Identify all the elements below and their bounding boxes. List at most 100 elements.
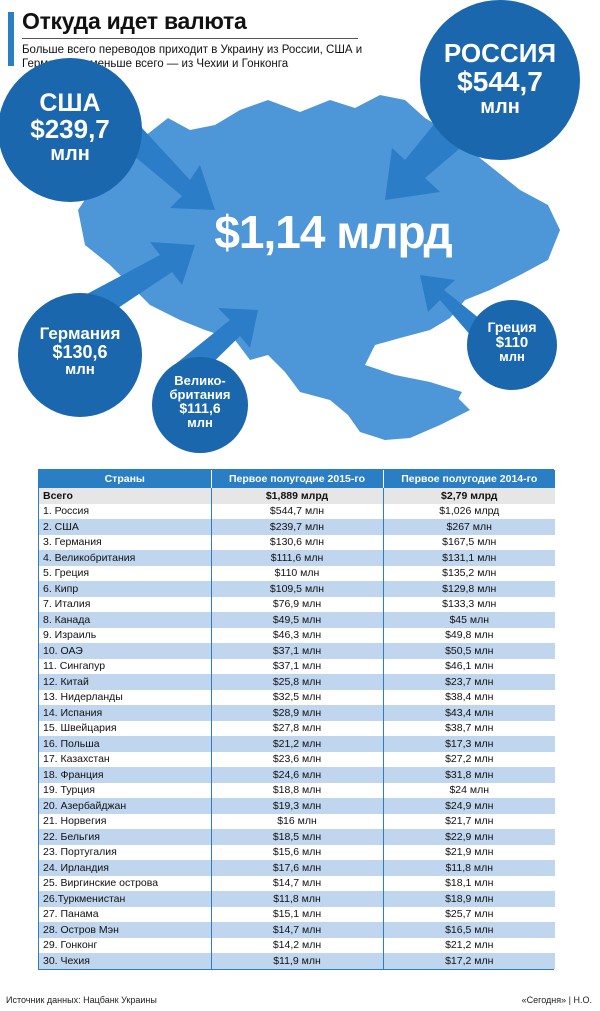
table-row: 19. Турция $18,8 млн $24 млн	[39, 782, 555, 798]
value-2014-cell: $131,1 млн	[383, 550, 555, 566]
value-2015-cell: $14,7 млн	[211, 922, 384, 938]
bubble-usa-amount: $239,7	[30, 114, 110, 145]
page-title: Откуда идет валюта	[22, 8, 247, 34]
value-2014-cell: $21,7 млн	[383, 813, 555, 829]
column-header-2014: Первое полугодие 2014-го	[383, 470, 555, 488]
bubble-uk-label: Велико- британия $111,6 млн	[158, 374, 242, 430]
country-cell: 19. Турция	[39, 782, 212, 798]
bubble-russia-unit: млн	[480, 95, 520, 118]
crimea-shape	[360, 392, 470, 440]
value-2015-cell: $239,7 млн	[211, 519, 384, 535]
country-cell: 14. Испания	[39, 705, 212, 721]
value-2014-cell: $31,8 млн	[383, 767, 555, 783]
country-cell: 20. Азербайджан	[39, 798, 212, 814]
arrow-germany	[85, 242, 195, 320]
value-2015-cell: $16 млн	[211, 813, 384, 829]
country-cell: 30. Чехия	[39, 953, 212, 969]
value-2015-cell: $11,8 млн	[211, 891, 384, 907]
value-2014-cell: $129,8 млн	[383, 581, 555, 597]
country-cell: 12. Китай	[39, 674, 212, 690]
country-cell: 17. Казахстан	[39, 751, 212, 767]
table-row: 10. ОАЭ $37,1 млн $50,5 млн	[39, 643, 555, 659]
value-2015-cell: $130,6 млн	[211, 534, 384, 550]
table-row: 18. Франция $24,6 млн $31,8 млн	[39, 767, 555, 783]
value-2014-cell: $43,4 млн	[383, 705, 555, 721]
value-2014-cell: $38,7 млн	[383, 720, 555, 736]
value-2015-cell: $11,9 млн	[211, 953, 384, 969]
value-2015-cell: $21,2 млн	[211, 736, 384, 752]
value-2014-cell: $135,2 млн	[383, 565, 555, 581]
table-row: 15. Швейцария $27,8 млн $38,7 млн	[39, 720, 555, 736]
table-row: 3. Германия $130,6 млн $167,5 млн	[39, 534, 555, 550]
value-2014-cell: $46,1 млн	[383, 658, 555, 674]
value-2015-cell: $28,9 млн	[211, 705, 384, 721]
table-row: 21. Норвегия $16 млн $21,7 млн	[39, 813, 555, 829]
country-cell: 4. Великобритания	[39, 550, 212, 566]
table-row: 7. Италия $76,9 млн $133,3 млн	[39, 596, 555, 612]
bubble-greece-amount: $110	[495, 333, 529, 351]
value-2014-cell: $25,7 млн	[383, 906, 555, 922]
country-cell: 23. Португалия	[39, 844, 212, 860]
table-row: 14. Испания $28,9 млн $43,4 млн	[39, 705, 555, 721]
table-row: 5. Греция $110 млн $135,2 млн	[39, 565, 555, 581]
total-label: Всего	[39, 488, 212, 504]
value-2014-cell: $23,7 млн	[383, 674, 555, 690]
table-row: 29. Гонконг $14,2 млн $21,2 млн	[39, 937, 555, 953]
country-cell: 26.Туркменистан	[39, 891, 212, 907]
bubble-usa-unit: млн	[50, 142, 90, 165]
value-2015-cell: $544,7 млн	[211, 503, 384, 519]
ukraine-map-graphic	[0, 0, 580, 453]
bubble-germany-unit: млн	[65, 360, 95, 378]
value-2014-cell: $45 млн	[383, 612, 555, 628]
bubble-uk-amount: $111,6	[179, 400, 221, 417]
value-2014-cell: $11,8 млн	[383, 860, 555, 876]
value-2014-cell: $16,5 млн	[383, 922, 555, 938]
credit-note: «Сегодня» | Н.О.	[521, 995, 592, 1005]
bubble-usa-name: США	[39, 89, 101, 117]
table-row: 4. Великобритания $111,6 млн $131,1 млн	[39, 550, 555, 566]
country-cell: 11. Сингапур	[39, 658, 212, 674]
table-row: 30. Чехия $11,9 млн $17,2 млн	[39, 953, 555, 969]
bubble-germany-label: Германия $130,6 млн	[25, 325, 135, 377]
country-cell: 15. Швейцария	[39, 720, 212, 736]
country-cell: 24. Ирландия	[39, 860, 212, 876]
value-2014-cell: $17,3 млн	[383, 736, 555, 752]
value-2015-cell: $25,8 млн	[211, 674, 384, 690]
bubble-russia-label: РОССИЯ $544,7 млн	[425, 39, 575, 118]
table-row: 12. Китай $25,8 млн $23,7 млн	[39, 674, 555, 690]
value-2014-cell: $38,4 млн	[383, 689, 555, 705]
value-2015-cell: $111,6 млн	[211, 550, 384, 566]
table-total-row: Всего $1,889 млрд $2,79 млрд	[39, 488, 555, 504]
value-2015-cell: $49,5 млн	[211, 612, 384, 628]
value-2015-cell: $18,8 млн	[211, 782, 384, 798]
table-row: 16. Польша $21,2 млн $17,3 млн	[39, 736, 555, 752]
value-2015-cell: $17,6 млн	[211, 860, 384, 876]
table-row: 24. Ирландия $17,6 млн $11,8 млн	[39, 860, 555, 876]
table-header-row: Страны Первое полугодие 2015-го Первое п…	[39, 470, 555, 488]
bubble-greece-unit: млн	[499, 349, 525, 365]
bubble-greece-label: Греция $110 млн	[472, 320, 552, 364]
remittances-table: Страны Первое полугодие 2015-го Первое п…	[38, 469, 555, 970]
value-2014-cell: $49,8 млн	[383, 627, 555, 643]
source-note: Источник данных: Нацбанк Украины	[6, 995, 157, 1005]
table-row: 2. США $239,7 млн $267 млн	[39, 519, 555, 535]
country-cell: 1. Россия	[39, 503, 212, 519]
country-cell: 29. Гонконг	[39, 937, 212, 953]
bubble-uk	[152, 357, 248, 453]
value-2015-cell: $24,6 млн	[211, 767, 384, 783]
country-cell: 9. Израиль	[39, 627, 212, 643]
bubble-usa-label: США $239,7 млн	[5, 90, 135, 165]
value-2015-cell: $14,2 млн	[211, 937, 384, 953]
table-row: 20. Азербайджан $19,3 млн $24,9 млн	[39, 798, 555, 814]
value-2014-cell: $167,5 млн	[383, 534, 555, 550]
table-row: 13. Нидерланды $32,5 млн $38,4 млн	[39, 689, 555, 705]
table-row: 8. Канада $49,5 млн $45 млн	[39, 612, 555, 628]
value-2015-cell: $109,5 млн	[211, 581, 384, 597]
value-2015-cell: $23,6 млн	[211, 751, 384, 767]
country-cell: 21. Норвегия	[39, 813, 212, 829]
table-row: 11. Сингапур $37,1 млн $46,1 млн	[39, 658, 555, 674]
country-cell: 13. Нидерланды	[39, 689, 212, 705]
table-row: 26.Туркменистан $11,8 млн $18,9 млн	[39, 891, 555, 907]
table-row: 25. Виргинские острова $14,7 млн $18,1 млн	[39, 875, 555, 891]
value-2014-cell: $24 млн	[383, 782, 555, 798]
